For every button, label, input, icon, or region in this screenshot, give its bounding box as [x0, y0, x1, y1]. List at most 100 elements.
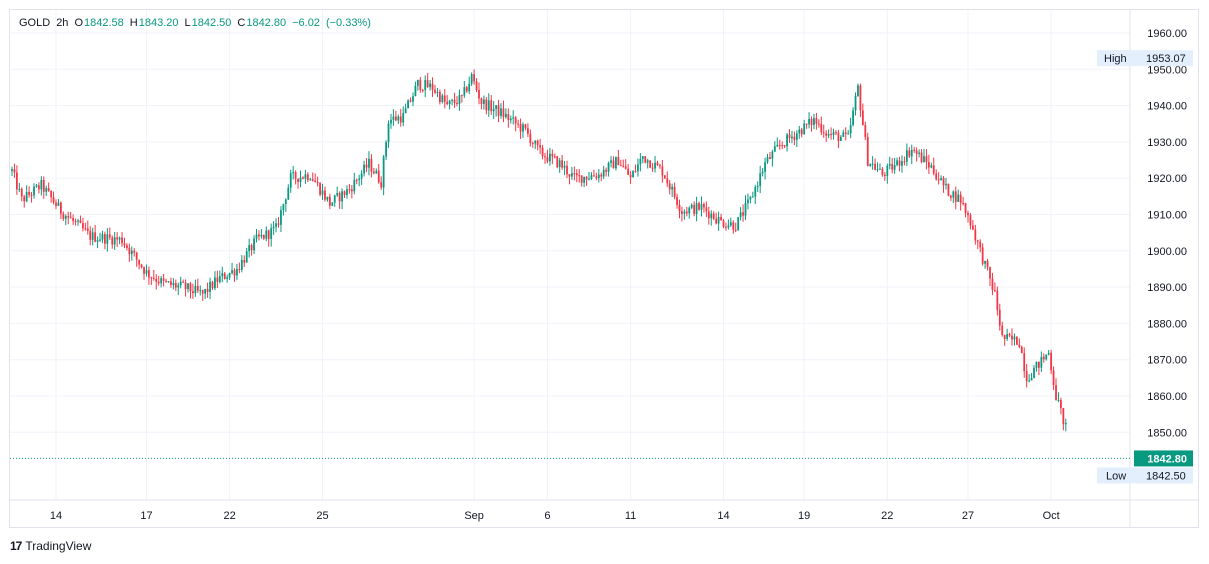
candle-body: [791, 136, 793, 138]
candle-body: [766, 157, 769, 163]
candle: [509, 115, 512, 124]
candle: [1008, 332, 1011, 338]
candle: [111, 235, 114, 249]
candle-body: [1038, 361, 1040, 368]
candle: [228, 272, 231, 280]
candle-body: [668, 183, 671, 190]
candle: [478, 82, 480, 105]
candle: [448, 99, 451, 110]
candle: [179, 276, 182, 289]
candle-body: [859, 85, 862, 111]
candle: [1062, 407, 1065, 431]
candle-body: [681, 211, 683, 214]
candle-body: [874, 163, 876, 170]
candle: [434, 84, 436, 95]
candle: [214, 271, 216, 291]
candle: [783, 144, 786, 149]
candle: [514, 116, 517, 132]
candle: [238, 262, 241, 274]
candle-body: [490, 100, 493, 112]
candle: [898, 156, 901, 172]
candle-body: [947, 183, 950, 196]
candle-body: [214, 277, 216, 289]
candle-body: [11, 169, 13, 171]
candle-body: [888, 163, 891, 166]
candle-body: [739, 212, 742, 218]
candle: [526, 123, 529, 138]
candle: [927, 154, 930, 174]
candle-body: [715, 218, 718, 224]
chart-frame[interactable]: [9, 9, 1199, 528]
candles: [11, 69, 1067, 432]
candle: [561, 155, 564, 170]
candle-body: [959, 194, 962, 203]
candle-body: [282, 204, 285, 211]
candle: [751, 191, 754, 198]
candle: [341, 188, 343, 210]
candle-body: [771, 151, 774, 159]
candle-body: [932, 165, 935, 174]
candle-body: [231, 270, 233, 274]
candle: [683, 209, 686, 220]
candle-body: [1020, 346, 1023, 354]
candle-body: [228, 273, 231, 278]
candle: [761, 168, 764, 177]
candle: [705, 201, 708, 217]
candle: [712, 211, 715, 221]
candle-body: [316, 182, 319, 184]
candle: [370, 154, 373, 178]
candle-body: [492, 108, 495, 112]
candle: [20, 187, 23, 202]
candle-body: [776, 144, 779, 147]
candle-body: [294, 172, 297, 179]
candle-body: [407, 100, 409, 109]
candle-body: [986, 260, 989, 268]
candle: [441, 93, 444, 104]
candle-body: [324, 190, 326, 200]
high-value: 1843.20: [138, 17, 179, 29]
candle-body: [284, 199, 287, 205]
candle: [656, 160, 659, 166]
candle-body: [849, 125, 852, 134]
candle: [116, 232, 119, 247]
candle: [470, 72, 473, 86]
candle-body: [632, 171, 634, 178]
symbol-legend[interactable]: GOLD 2h O 1842.58 H 1843.20 L 1842.50 C 1842…: [19, 17, 371, 29]
candle: [871, 156, 874, 170]
candle: [294, 170, 297, 185]
price-axis[interactable]: 1960.00 1950.00 1940.00 1930.00 1920.00 1910.…: [1147, 28, 1187, 439]
candle: [857, 83, 859, 97]
candle: [649, 160, 652, 169]
candle-body: [426, 80, 429, 88]
candle-body: [443, 95, 446, 102]
time-axis[interactable]: 14 17 22 25 Sep 6 11 14 19 22 27 Oct: [50, 510, 1060, 522]
candle-body: [678, 205, 681, 212]
candle-body: [453, 99, 456, 103]
candle: [996, 286, 999, 316]
tradingview-brand[interactable]: 17 TradingView: [10, 539, 91, 553]
price-tick-label: 1940.00: [1147, 101, 1187, 113]
candle-body: [157, 281, 160, 284]
candle-body: [639, 158, 642, 165]
candle: [737, 216, 740, 231]
candle-body: [835, 132, 837, 134]
candle: [233, 268, 236, 282]
candle: [94, 224, 97, 243]
candle-body: [908, 150, 911, 157]
candle: [473, 69, 476, 85]
candle: [764, 157, 766, 180]
candle: [11, 166, 13, 176]
candle: [240, 255, 243, 273]
candle: [84, 222, 87, 231]
candle-body: [311, 179, 314, 181]
candle-body: [879, 168, 881, 170]
candle-body: [431, 83, 434, 90]
candle-body: [522, 124, 524, 132]
candle-body: [409, 100, 412, 102]
candle: [355, 178, 358, 185]
candle: [187, 283, 189, 293]
candle-body: [196, 285, 199, 291]
candle-body: [866, 136, 869, 166]
candle-body: [671, 186, 674, 190]
